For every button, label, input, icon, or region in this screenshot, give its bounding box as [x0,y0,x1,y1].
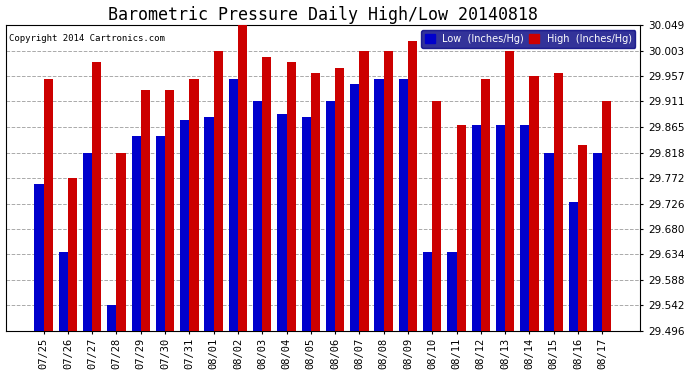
Bar [189,79,199,330]
Bar [335,68,344,330]
Bar [180,120,189,330]
Bar [238,25,247,330]
Bar [43,79,53,330]
Bar [457,125,466,330]
Bar [262,57,271,330]
Bar [505,51,514,330]
Bar [165,90,175,330]
Bar [34,184,43,330]
Bar [286,62,296,330]
Bar [384,51,393,330]
Bar [253,101,262,330]
Bar [310,73,320,330]
Bar [569,202,578,330]
Bar [496,125,505,330]
Bar [578,145,587,330]
Bar [132,136,141,330]
Bar [593,153,602,330]
Bar [375,79,384,330]
Bar [59,252,68,330]
Bar [277,114,286,330]
Bar [432,101,442,330]
Bar [156,136,165,330]
Bar [302,117,310,330]
Bar [83,153,92,330]
Bar [117,153,126,330]
Bar [228,79,238,330]
Bar [520,125,529,330]
Bar [326,101,335,330]
Bar [553,73,563,330]
Title: Barometric Pressure Daily High/Low 20140818: Barometric Pressure Daily High/Low 20140… [108,6,538,24]
Bar [602,101,611,330]
Bar [423,252,432,330]
Bar [68,178,77,330]
Text: Copyright 2014 Cartronics.com: Copyright 2014 Cartronics.com [9,34,165,43]
Bar [447,252,457,330]
Bar [359,51,368,330]
Bar [204,117,214,330]
Bar [92,62,101,330]
Bar [107,305,117,330]
Bar [544,153,553,330]
Bar [350,84,359,330]
Bar [481,79,490,330]
Bar [399,79,408,330]
Bar [408,41,417,330]
Legend: Low  (Inches/Hg), High  (Inches/Hg): Low (Inches/Hg), High (Inches/Hg) [421,30,635,48]
Bar [214,51,223,330]
Bar [529,76,539,330]
Bar [141,90,150,330]
Bar [471,125,481,330]
